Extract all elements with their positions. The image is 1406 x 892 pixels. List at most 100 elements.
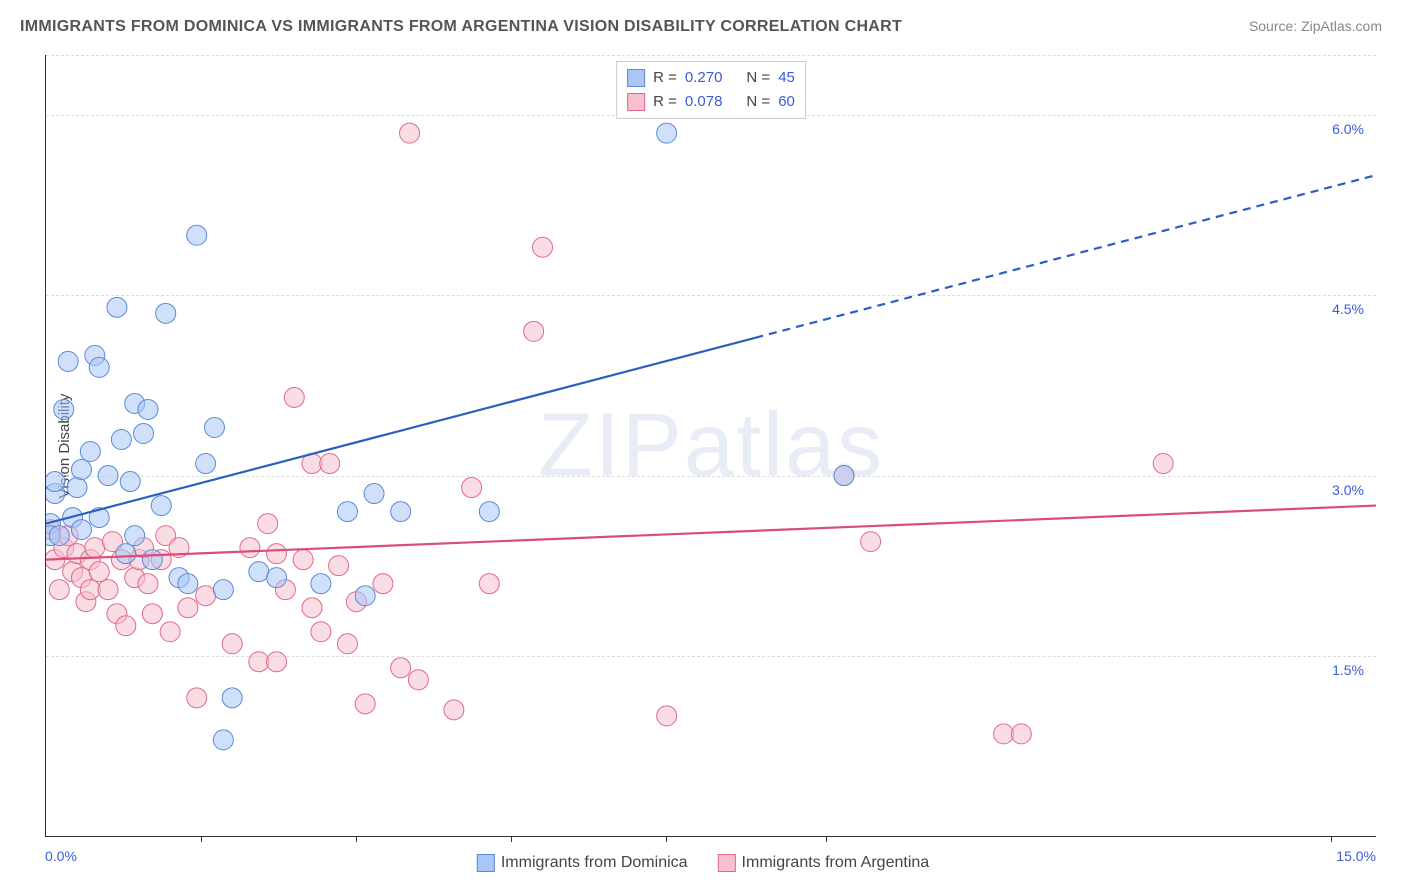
data-point [861, 532, 881, 552]
data-point [267, 568, 287, 588]
data-point [1153, 454, 1173, 474]
x-axis-max-label: 15.0% [1336, 848, 1376, 864]
data-point [249, 652, 269, 672]
x-tick [201, 836, 202, 842]
data-point [311, 622, 331, 642]
data-point [156, 526, 176, 546]
data-point [116, 544, 136, 564]
r-value-dominica: 0.270 [685, 66, 723, 90]
data-point [80, 580, 100, 600]
data-point [994, 724, 1014, 744]
data-point [129, 550, 149, 570]
data-point [364, 484, 384, 504]
legend-row-argentina: R = 0.078 N = 60 [627, 90, 795, 114]
data-point [178, 598, 198, 618]
data-point [125, 568, 145, 588]
legend-label-dominica: Immigrants from Dominica [501, 854, 688, 871]
data-point [222, 688, 242, 708]
swatch-argentina-icon [627, 93, 645, 111]
trend-line [46, 338, 755, 524]
data-point [320, 454, 340, 474]
data-point [302, 598, 322, 618]
data-point [213, 580, 233, 600]
legend-label-argentina: Immigrants from Argentina [742, 854, 930, 871]
gridline [46, 476, 1376, 477]
data-point [169, 568, 189, 588]
data-point [49, 526, 69, 546]
data-point [120, 472, 140, 492]
data-point [125, 393, 145, 413]
data-point [116, 616, 136, 636]
source-link[interactable]: ZipAtlas.com [1301, 18, 1382, 34]
data-point [89, 357, 109, 377]
data-point [85, 538, 105, 558]
y-tick-label: 3.0% [1332, 482, 1364, 498]
data-point [151, 550, 171, 570]
data-point [204, 417, 224, 437]
data-point [63, 508, 83, 528]
n-prefix: N = [746, 90, 770, 114]
legend-item-dominica: Immigrants from Dominica [477, 854, 688, 872]
series-legend: Immigrants from Dominica Immigrants from… [477, 854, 929, 872]
data-point [111, 550, 131, 570]
data-point [284, 387, 304, 407]
swatch-argentina-icon [718, 854, 736, 872]
data-point [657, 123, 677, 143]
data-point [71, 568, 91, 588]
data-point [169, 538, 189, 558]
data-point [58, 526, 78, 546]
data-point [67, 544, 87, 564]
data-point [275, 580, 295, 600]
data-point [346, 592, 366, 612]
data-point [134, 538, 154, 558]
data-point [293, 550, 313, 570]
chart-title: IMMIGRANTS FROM DOMINICA VS IMMIGRANTS F… [20, 18, 902, 36]
data-point [267, 652, 287, 672]
data-point [196, 454, 216, 474]
data-point [49, 580, 69, 600]
data-point [391, 658, 411, 678]
y-tick-label: 4.5% [1332, 301, 1364, 317]
data-point [89, 508, 109, 528]
data-point [58, 351, 78, 371]
swatch-dominica-icon [627, 69, 645, 87]
data-point [160, 622, 180, 642]
data-point [391, 502, 411, 522]
data-point [76, 592, 96, 612]
data-point [111, 429, 131, 449]
data-point [355, 694, 375, 714]
data-point [138, 574, 158, 594]
scatter-points-layer [46, 55, 1376, 836]
x-tick [511, 836, 512, 842]
data-point [240, 538, 260, 558]
data-point [479, 502, 499, 522]
r-value-argentina: 0.078 [685, 90, 723, 114]
data-point [1011, 724, 1031, 744]
gridline [46, 656, 1376, 657]
data-point [187, 688, 207, 708]
n-value-argentina: 60 [778, 90, 795, 114]
plot-area: ZIPatlas 1.5%3.0%4.5%6.0% R = 0.270 N = … [45, 55, 1376, 837]
gridline [46, 295, 1376, 296]
y-tick-label: 1.5% [1332, 662, 1364, 678]
x-tick [666, 836, 667, 842]
data-point [46, 526, 60, 546]
data-point [85, 345, 105, 365]
y-tick-label: 6.0% [1332, 121, 1364, 137]
data-point [355, 586, 375, 606]
data-point [142, 604, 162, 624]
n-value-dominica: 45 [778, 66, 795, 90]
data-point [89, 562, 109, 582]
data-point [142, 550, 162, 570]
data-point [337, 502, 357, 522]
data-point [337, 634, 357, 654]
data-point [46, 550, 65, 570]
data-point [444, 700, 464, 720]
data-point [134, 423, 154, 443]
data-point [80, 550, 100, 570]
data-point [156, 303, 176, 323]
swatch-dominica-icon [477, 854, 495, 872]
data-point [107, 604, 127, 624]
data-point [657, 706, 677, 726]
data-point [249, 562, 269, 582]
